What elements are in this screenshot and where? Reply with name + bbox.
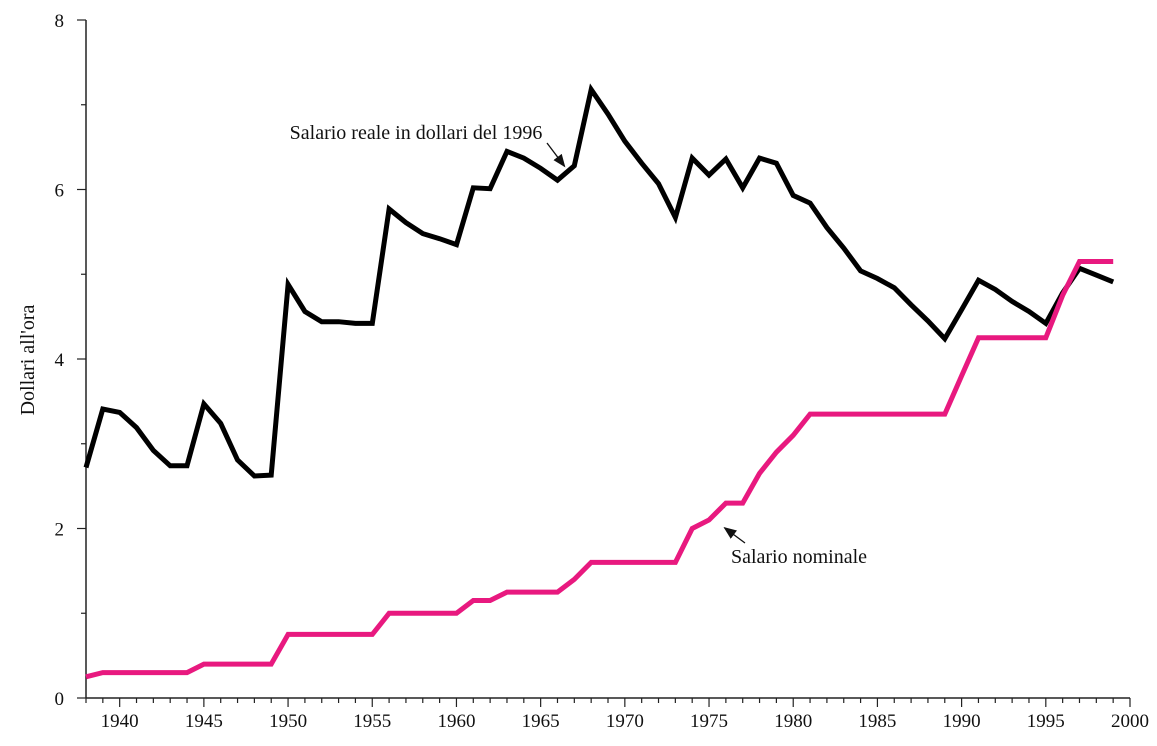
x-tick-label: 1990: [943, 711, 981, 732]
y-tick-label: 0: [55, 689, 65, 710]
x-tick-label: 1975: [690, 711, 728, 732]
y-tick-label: 2: [55, 520, 65, 541]
nominal-wage-annotation-arrow: [723, 526, 746, 544]
nominal-wage-line: [85, 259, 1114, 680]
x-tick-label: 1970: [606, 711, 644, 732]
x-tick-label: 1955: [353, 711, 391, 732]
real-wage-line: [83, 83, 1115, 479]
x-tick-label: 1985: [858, 711, 896, 732]
x-tick-label: 1965: [522, 711, 560, 732]
y-tick-label: 8: [55, 11, 65, 32]
y-tick-label: 6: [55, 181, 65, 202]
nominal-wage-annotation: Salario nominale: [731, 546, 867, 568]
series-lines: [83, 83, 1115, 680]
x-tick-label: 1980: [774, 711, 812, 732]
x-tick-label: 1960: [437, 711, 475, 732]
real-wage-annotation: Salario reale in dollari del 1996: [290, 122, 543, 144]
real-wage-annotation-arrow: [546, 142, 566, 168]
tick-marks: 1940 1945 1950 1955 1960 1965 1970 1975 1980 1985…: [55, 11, 1150, 732]
x-tick-label: 1995: [1027, 711, 1065, 732]
x-tick-label: 2000: [1111, 711, 1149, 732]
x-tick-label: 1940: [101, 711, 139, 732]
axes: [85, 20, 1130, 699]
annotations: Salario reale in dollari del 1996 Salario…: [290, 122, 868, 568]
y-axis-title: Dollari all'ora: [17, 304, 39, 415]
x-tick-label: 1945: [185, 711, 223, 732]
x-tick-label: 1950: [269, 711, 307, 732]
y-tick-label: 4: [55, 350, 65, 371]
